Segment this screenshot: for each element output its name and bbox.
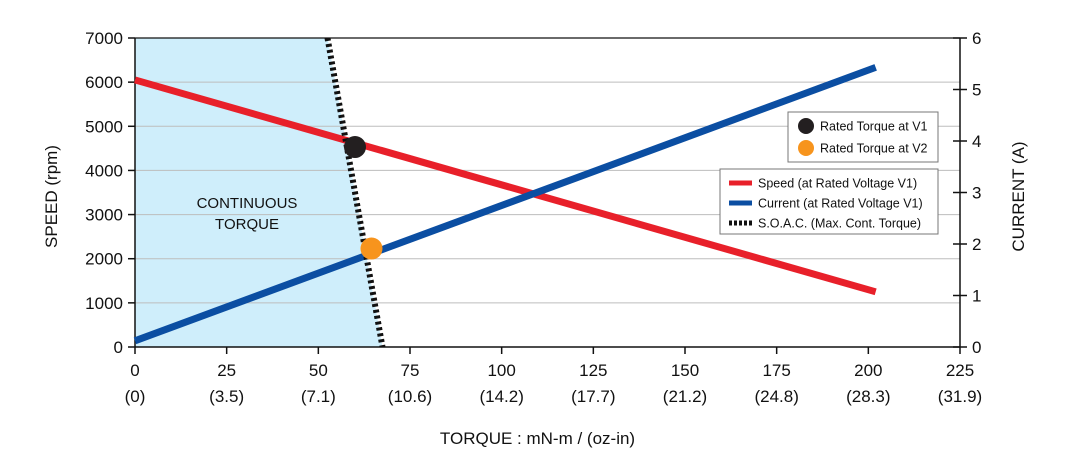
rated-point-1 — [360, 237, 383, 260]
x-tick-label: 175 — [762, 361, 790, 380]
x-tick-label: 75 — [401, 361, 420, 380]
rated-point-0 — [344, 136, 366, 159]
x-tick-label: 50 — [309, 361, 328, 380]
series-line-1 — [133, 64, 877, 345]
y-right-tick-label: 6 — [972, 29, 981, 48]
y-left-tick-label: 3000 — [85, 206, 123, 225]
y-right-tick-label: 2 — [972, 235, 981, 254]
continuous-region-group — [135, 38, 383, 347]
y-right-tick-label: 0 — [972, 338, 981, 357]
y-left-tick-label: 5000 — [85, 117, 123, 136]
legend-points-box — [787, 111, 939, 163]
grid — [135, 81, 960, 304]
legend-line-label: Current (at Rated Voltage V1) — [758, 197, 923, 211]
region-label-line-2: TORQUE — [215, 216, 279, 233]
x-tick-sublabel: (24.8) — [754, 387, 798, 406]
region-label: CONTINUOUS TORQUE — [197, 195, 298, 233]
y-right-tick-label: 1 — [972, 287, 981, 306]
x-tick-sublabel: (7.1) — [301, 387, 336, 406]
y-left-tick-label: 1000 — [85, 294, 123, 313]
y-left-tick-label: 0 — [114, 338, 123, 357]
legend-line-label: Speed (at Rated Voltage V1) — [758, 177, 917, 191]
x-tick-label: 225 — [946, 361, 974, 380]
legend-point-label: Rated Torque at V1 — [820, 120, 928, 134]
x-tick-sublabel: (28.3) — [846, 387, 890, 406]
x-tick-sublabel: (14.2) — [479, 387, 523, 406]
x-tick-label: 200 — [854, 361, 882, 380]
x-tick-sublabel: (31.9) — [938, 387, 982, 406]
y-right-tick-label: 3 — [972, 184, 981, 203]
points-layer — [344, 136, 383, 260]
x-tick-sublabel: (0) — [125, 387, 146, 406]
y-left-tick-label: 2000 — [85, 250, 123, 269]
series-layer — [133, 37, 877, 348]
continuous-torque-region — [135, 38, 383, 347]
x-tick-labels: 0 (0) 25 (3.5) 50 (7.1) 75 (10.6) 100 (14.2) 125 (1… — [125, 361, 983, 406]
series-line-2 — [324, 37, 386, 348]
y-left-tick-label: 6000 — [85, 73, 123, 92]
region-label-line-1: CONTINUOUS — [197, 195, 298, 212]
legend-point-swatch — [798, 140, 814, 156]
x-axis-title: TORQUE : mN-m / (oz-in) — [440, 429, 635, 448]
x-tick-label: 100 — [487, 361, 515, 380]
y-left-tick-labels: 0 1000 2000 3000 4000 5000 6000 7000 — [85, 29, 123, 357]
x-tick-sublabel: (17.7) — [571, 387, 615, 406]
y-left-tick-label: 7000 — [85, 29, 123, 48]
y-right-tick-labels: 0 1 2 3 4 5 6 — [972, 29, 981, 357]
legend-line-label: S.O.A.C. (Max. Cont. Torque) — [758, 217, 921, 231]
series-line-0 — [134, 76, 877, 296]
y-right-tick-label: 5 — [972, 81, 981, 100]
legend-points: Rated Torque at V1 Rated Torque at V2 — [787, 111, 939, 163]
x-tick-sublabel: (3.5) — [209, 387, 244, 406]
x-tick-label: 150 — [671, 361, 699, 380]
x-tick-label: 125 — [579, 361, 607, 380]
x-tick-label: 0 — [130, 361, 139, 380]
legend-lines-box — [719, 168, 939, 235]
x-tick-label: 25 — [217, 361, 236, 380]
y-left-axis-title: SPEED (rpm) — [42, 145, 61, 248]
y-left-tick-label: 4000 — [85, 161, 123, 180]
x-tick-sublabel: (21.2) — [663, 387, 707, 406]
x-tick-sublabel: (10.6) — [388, 387, 432, 406]
axes — [128, 37, 967, 354]
legend-lines: Speed (at Rated Voltage V1) Current (at R… — [719, 168, 939, 235]
y-right-tick-label: 4 — [972, 132, 981, 151]
legend-point-swatch — [798, 118, 814, 134]
legend-point-label: Rated Torque at V2 — [820, 142, 928, 156]
y-right-axis-title: CURRENT (A) — [1009, 141, 1028, 251]
